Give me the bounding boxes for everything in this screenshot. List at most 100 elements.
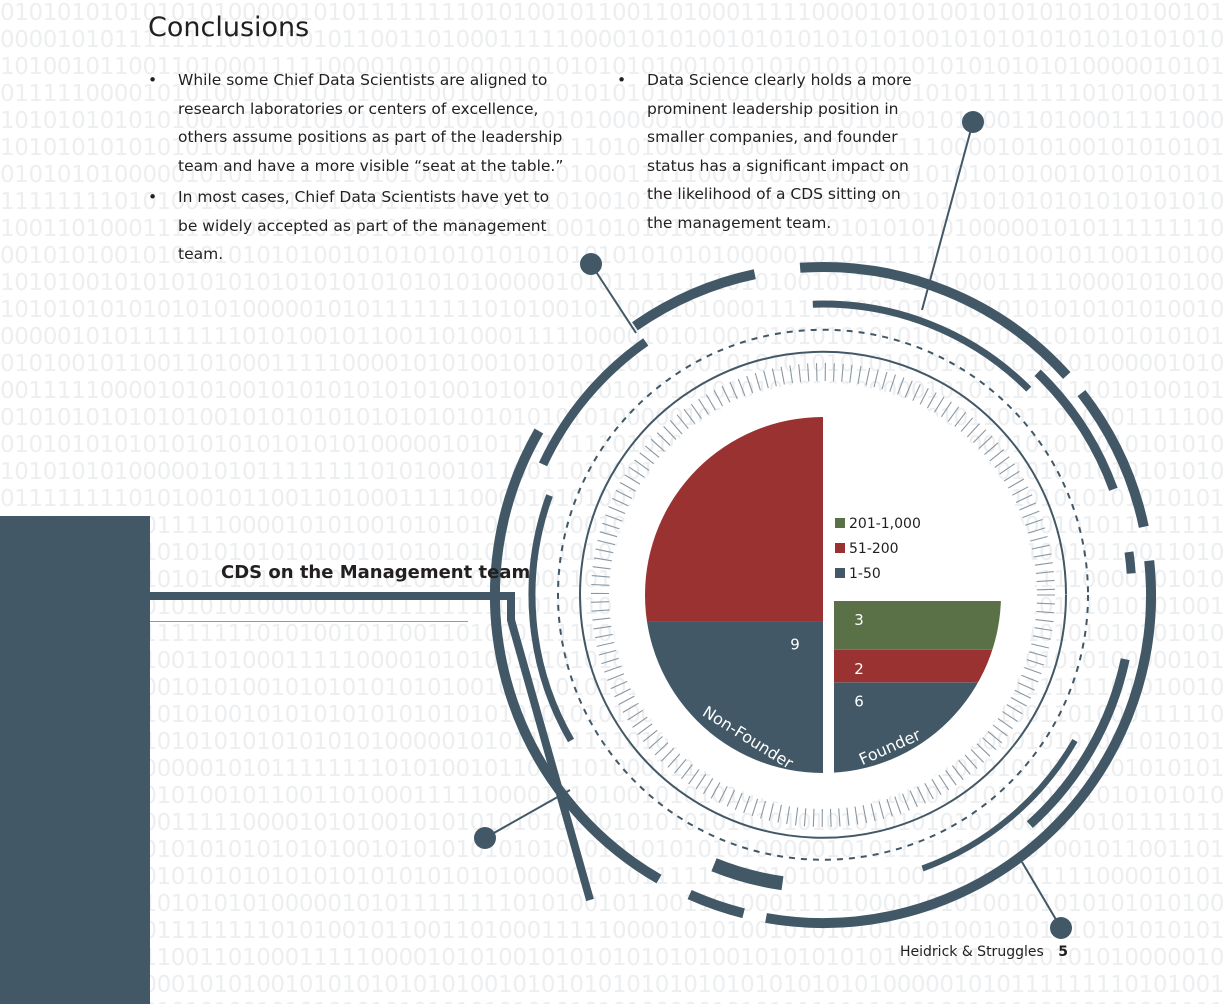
tick-mark [663, 426, 677, 440]
tick-mark [978, 435, 993, 449]
tick-mark [618, 695, 635, 706]
tick-mark [1034, 562, 1053, 566]
legend-swatch [835, 568, 845, 578]
tick-mark [713, 389, 723, 407]
binary-row: 1010101010101010101010101010000010101111… [0, 729, 1224, 755]
tick-mark [598, 649, 617, 656]
binary-row: 0100000101011111111010100101100110100011… [0, 918, 1224, 944]
tick-mark [1008, 478, 1025, 489]
bullet-marker: • [148, 71, 158, 89]
tick-mark [951, 765, 964, 781]
tick-mark [599, 531, 618, 538]
tick-mark [1014, 689, 1032, 699]
binary-row: 1001010101010101001010101010101010101010… [0, 999, 1224, 1004]
tick-mark [1036, 579, 1055, 583]
tick-mark [1031, 544, 1050, 550]
binary-row: 1010101010101010101010101000001010111111… [0, 135, 1224, 161]
tick-mark [917, 786, 926, 804]
tick-mark [1035, 571, 1054, 574]
tick-mark [901, 793, 910, 811]
data-label: 9 [790, 635, 800, 653]
bullet-marker: • [148, 188, 158, 206]
tick-mark [642, 729, 658, 743]
tick-mark [601, 657, 619, 665]
binary-row: 0101010101010100101010101010101010101010… [0, 405, 1224, 431]
tick-mark [780, 366, 785, 385]
tick-mark [705, 394, 716, 411]
tick-mark [964, 754, 978, 769]
tick-mark [934, 396, 945, 413]
tick-mark [656, 432, 671, 446]
tick-mark [602, 522, 620, 530]
tick-mark [637, 723, 653, 736]
tick-mark [940, 401, 952, 418]
tick-mark [982, 737, 997, 751]
tick-mark [754, 372, 761, 391]
tick-mark [994, 456, 1010, 468]
binary-row: 0101010101000001010111111110101001011001… [0, 756, 1224, 782]
tick-mark [592, 566, 611, 570]
tick-mark [794, 807, 799, 826]
tick-mark [591, 575, 610, 578]
legend-label: 51-200 [849, 541, 899, 557]
tick-mark [688, 769, 700, 785]
tick-mark [999, 463, 1015, 475]
tick-mark [997, 717, 1013, 730]
outer-arc [1077, 390, 1149, 528]
tick-mark [608, 506, 626, 515]
ring-arc [711, 858, 784, 891]
tick-mark [674, 759, 687, 774]
tick-mark [873, 369, 879, 388]
tick-mark [894, 796, 902, 814]
tick-mark [698, 398, 709, 415]
tick-mark [970, 749, 984, 763]
binary-row: 0010101001010101010101001010101010101010… [0, 243, 1224, 269]
legend-swatch [835, 518, 845, 528]
tick-mark [807, 363, 810, 382]
tick-mark [1021, 674, 1039, 683]
tick-mark [593, 557, 612, 562]
tick-mark [634, 459, 650, 471]
conclusion-bullet: • While some Chief Data Scientists are a… [148, 66, 573, 180]
tick-mark [926, 392, 937, 409]
tick-mark [737, 378, 746, 397]
conclusion-bullet: • Data Science clearly holds a more prom… [617, 66, 917, 237]
tick-mark [615, 489, 633, 499]
outer-arc [632, 269, 756, 331]
tick-mark [854, 806, 859, 825]
tick-mark [593, 625, 612, 630]
bullet-marker: • [617, 71, 627, 89]
tick-mark [768, 803, 774, 821]
tick-mark [667, 753, 681, 768]
ring-arc [1124, 551, 1136, 574]
tick-mark [676, 414, 689, 430]
binary-row: 0101010100000101011111111010100101100110… [0, 162, 1224, 188]
data-label: 14 [785, 389, 804, 407]
tick-mark [972, 429, 987, 443]
conclusion-text: In most cases, Chief Data Scientists hav… [178, 188, 550, 263]
tick-mark [1033, 553, 1052, 558]
tick-mark [771, 368, 777, 387]
connector-pin-line [1021, 861, 1062, 929]
binary-row: 1101010010110011010001111100001010100101… [0, 945, 1224, 971]
outer-arc [765, 560, 1156, 928]
tick-mark [591, 601, 610, 603]
outer-arc [489, 428, 662, 884]
tick-mark [624, 474, 641, 485]
chart-title: CDS on the Management team [221, 562, 531, 583]
decorative-rings [150, 111, 1156, 939]
tick-mark [812, 808, 815, 827]
tick-mark [1036, 602, 1055, 605]
conclusions-left-column: • While some Chief Data Scientists are a… [148, 66, 573, 272]
ring-arc [1026, 658, 1130, 828]
conclusion-text: Data Science clearly holds a more promin… [647, 71, 912, 232]
tick-mark [870, 803, 876, 822]
tick-mark [595, 548, 614, 554]
tick-mark [591, 609, 610, 612]
tick-mark [604, 665, 622, 673]
legend-label: 201-1,000 [849, 516, 921, 532]
tick-mark [726, 789, 736, 807]
tick-mark [746, 375, 754, 394]
tick-mark [846, 807, 850, 826]
